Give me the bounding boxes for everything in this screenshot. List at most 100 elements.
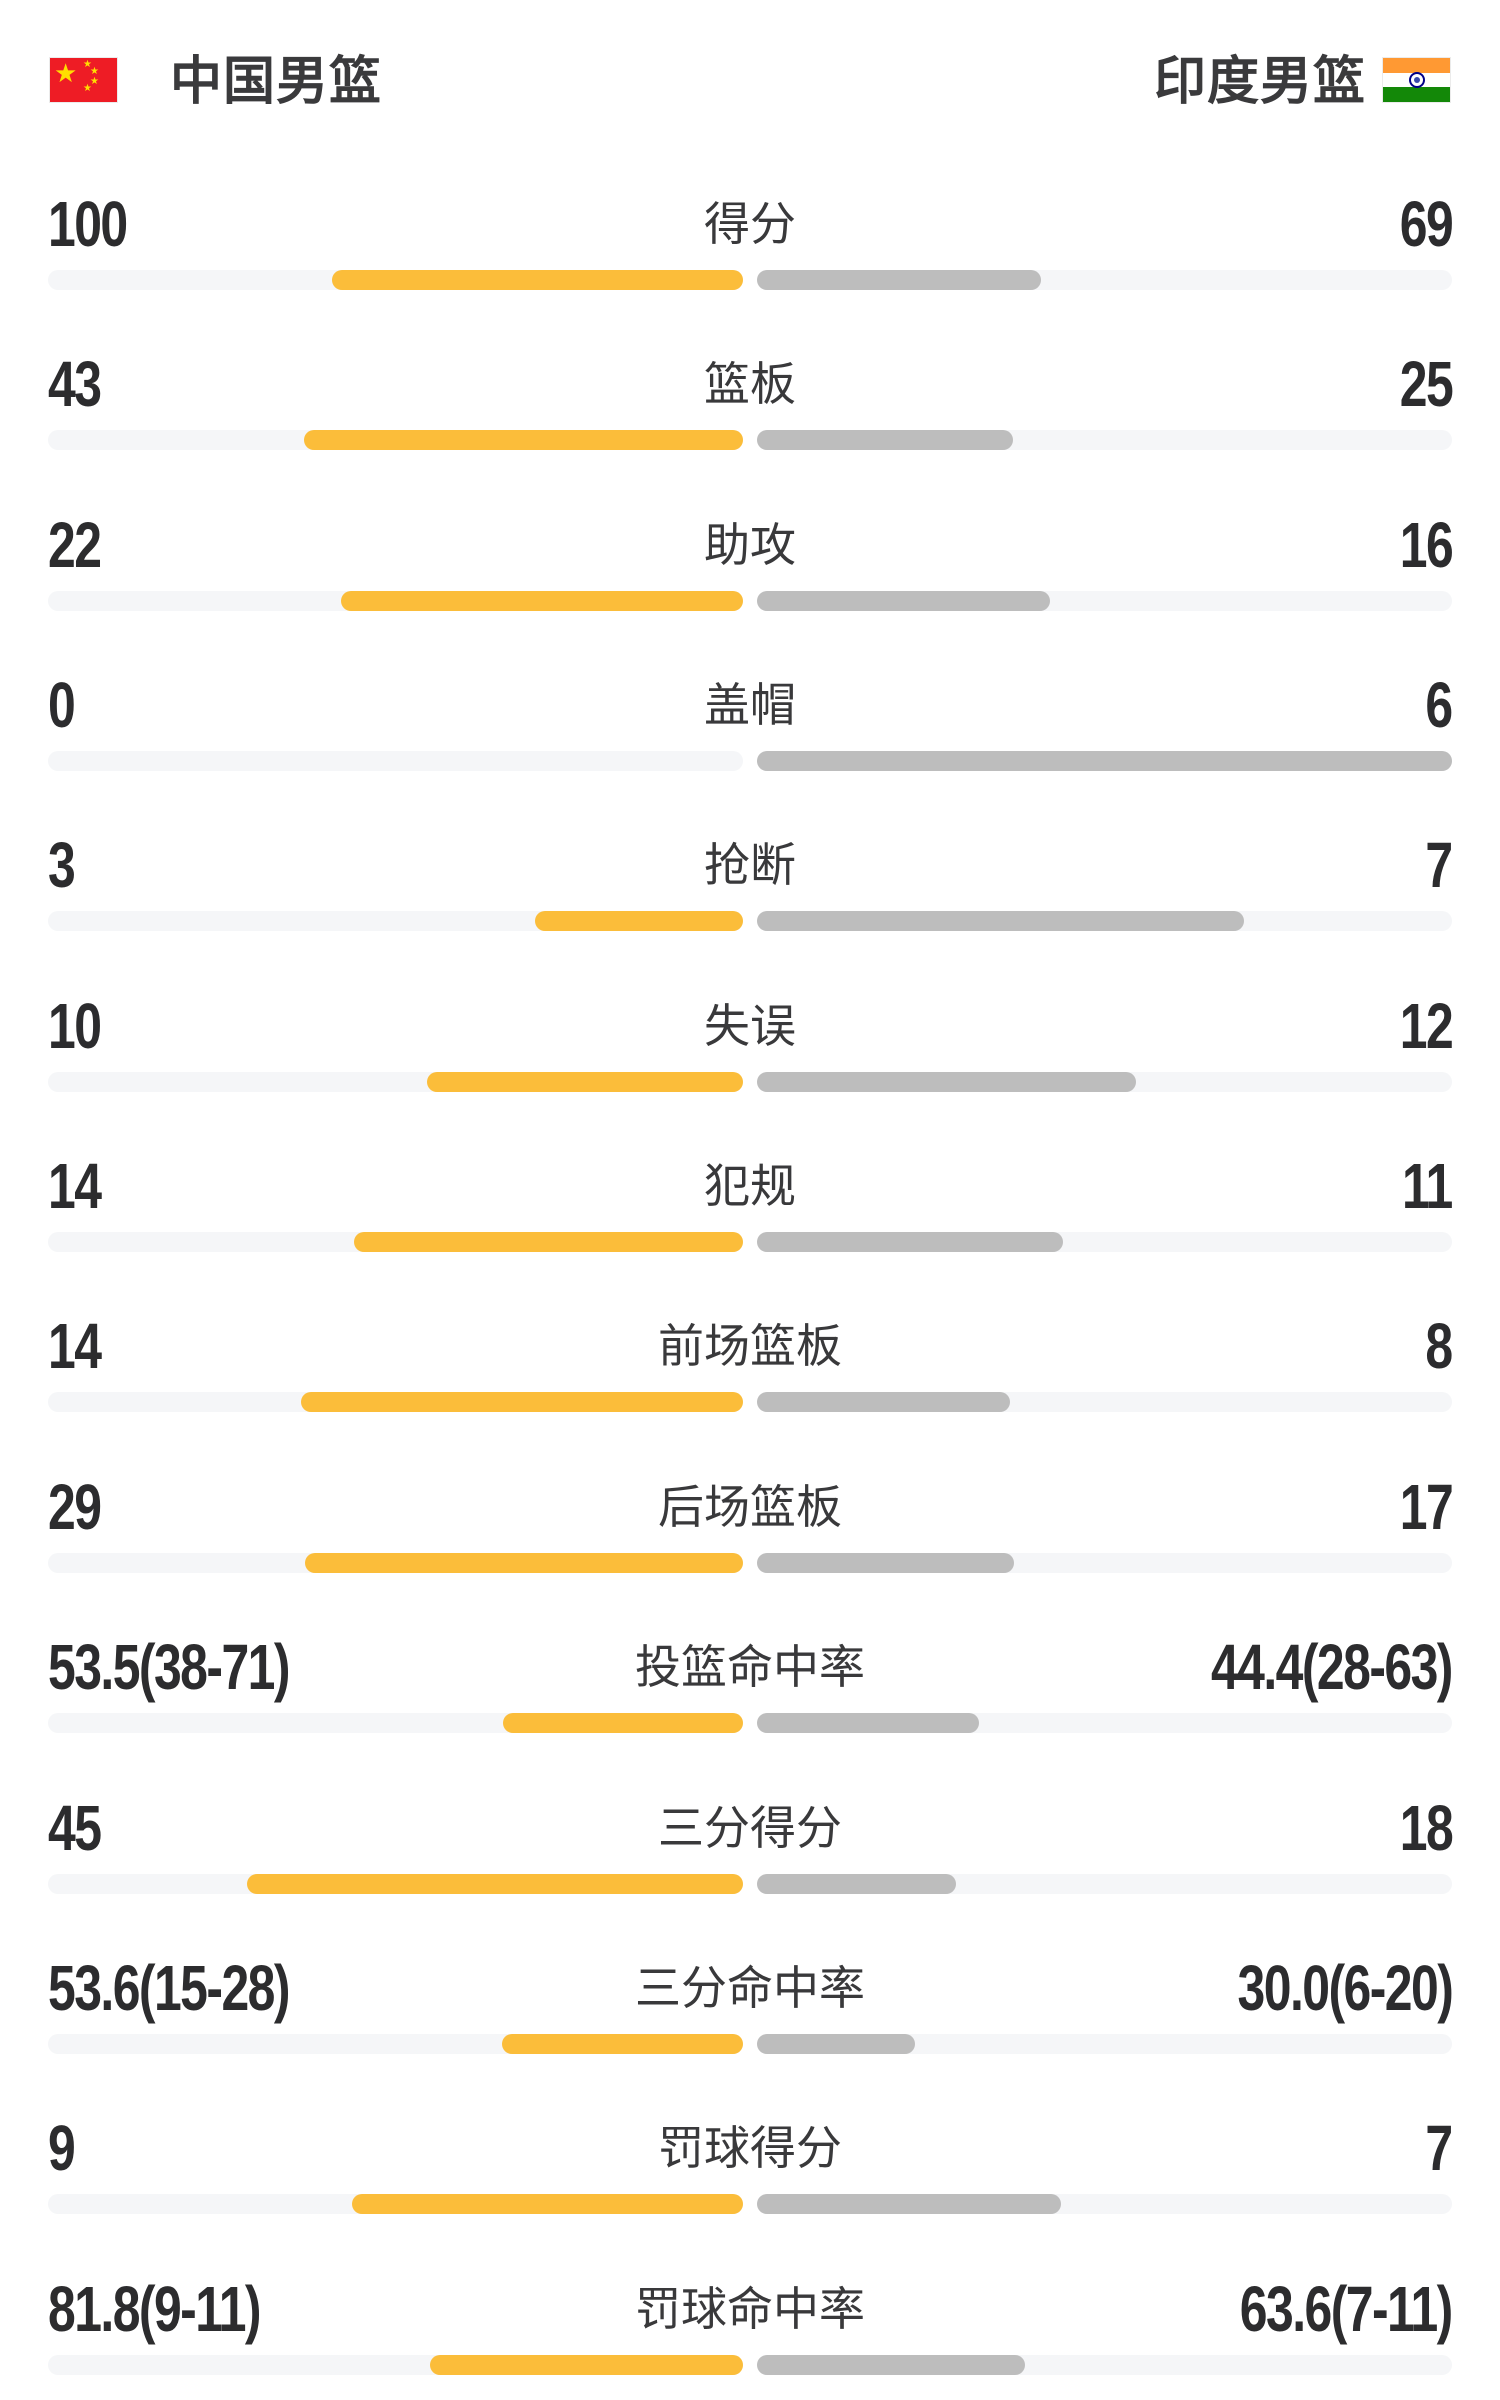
stat-row: 43 篮板 25 (0, 334, 1500, 470)
stat-right-value: 44.4(28-63) (1211, 1631, 1453, 1704)
stat-label: 得分 (704, 198, 796, 250)
stat-left-track (48, 751, 743, 772)
green-stripe (1383, 87, 1450, 102)
stat-left-value: 53.5(38-71) (48, 1631, 290, 1704)
saffron-stripe (1383, 58, 1450, 73)
stat-left-bar (534, 911, 743, 932)
stat-row: 100 得分 69 (0, 174, 1500, 310)
stat-left-value: 14 (48, 1310, 102, 1383)
stat-bars (0, 2354, 1500, 2375)
stat-left-bar (426, 1071, 743, 1092)
stat-right-bar (757, 1873, 956, 1894)
stat-left-bar (430, 2354, 743, 2375)
stat-left-track (48, 270, 743, 290)
stat-label: 罚球得分 (658, 2122, 842, 2175)
stat-bars (0, 2194, 1500, 2215)
stat-left-bar (340, 590, 743, 611)
stat-bars (0, 1392, 1500, 1413)
stat-bars (0, 1552, 1500, 1573)
stat-label: 篮板 (704, 358, 796, 411)
stat-row: 45 三分得分 18 (0, 1778, 1500, 1914)
stat-row: 14 犯规 11 (0, 1136, 1500, 1272)
stat-left-track (48, 430, 743, 451)
stat-label: 前场篮板 (658, 1320, 842, 1373)
stat-left-bar (331, 270, 743, 290)
stat-left-track (48, 590, 743, 611)
star-icon: ★ (90, 76, 99, 87)
stat-right-value: 18 (1399, 1791, 1454, 1864)
stat-left-value: 22 (48, 508, 102, 581)
stat-right-track (757, 2354, 1452, 2375)
stat-row: 22 助攻 16 (0, 495, 1500, 631)
stat-right-track (757, 1552, 1452, 1573)
stat-right-track (757, 430, 1452, 451)
stat-bars (0, 590, 1500, 611)
stat-left-bar (246, 1873, 743, 1894)
stat-right-track (757, 911, 1452, 932)
stat-label: 罚球命中率 (635, 2282, 865, 2335)
stat-right-track (757, 1071, 1452, 1092)
stat-row: 9 罚球得分 7 (0, 2098, 1500, 2234)
stat-right-value: 7 (1425, 2112, 1454, 2185)
stat-label: 三分得分 (658, 1801, 842, 1854)
stat-row: 0 盖帽 6 (0, 655, 1500, 791)
stat-left-value: 10 (48, 989, 102, 1062)
stat-right-value: 63.6(7-11) (1240, 2272, 1454, 2345)
stat-label: 助攻 (704, 518, 796, 571)
stat-right-value: 17 (1399, 1470, 1454, 1543)
header: ★ ★ ★ ★ ★ 中国男篮 印度男篮 (0, 0, 1500, 130)
stat-label: 三分命中率 (635, 1961, 865, 2014)
stat-left-value: 43 (48, 348, 102, 421)
stat-left-bar (305, 1552, 743, 1573)
stat-right-track (757, 2194, 1452, 2215)
right-team-name: 印度男篮 (1153, 53, 1366, 111)
stat-bars (0, 911, 1500, 932)
stat-row: 29 后场篮板 17 (0, 1457, 1500, 1593)
stat-left-track (48, 2194, 743, 2215)
stat-bars (0, 2033, 1500, 2054)
stat-left-bar (501, 2033, 743, 2054)
stat-left-track (48, 911, 743, 932)
stat-left-track (48, 1392, 743, 1413)
star-icon: ★ (90, 66, 99, 77)
stat-left-track (48, 1713, 743, 1734)
stat-label: 犯规 (704, 1160, 796, 1213)
stat-bars (0, 1873, 1500, 1894)
stat-right-track (757, 2033, 1452, 2054)
stat-right-value: 16 (1399, 508, 1454, 581)
stat-row: 81.8(9-11) 罚球命中率 63.6(7-11) (0, 2259, 1500, 2395)
stat-right-track (757, 1873, 1452, 1894)
stat-left-bar (300, 1392, 743, 1413)
stat-bars (0, 430, 1500, 451)
stat-left-track (48, 1873, 743, 1894)
stat-right-value: 69 (1399, 188, 1454, 260)
stat-left-track (48, 1552, 743, 1573)
stat-label: 失误 (704, 999, 796, 1052)
stat-right-track (757, 270, 1452, 290)
stat-right-value: 30.0(6-20) (1237, 1951, 1453, 2024)
stat-left-bar (503, 1713, 743, 1734)
india-flag-icon (1383, 58, 1450, 102)
stat-left-value: 53.6(15-28) (48, 1951, 290, 2024)
stat-left-track (48, 2354, 743, 2375)
stat-right-bar (757, 1232, 1063, 1253)
stat-left-value: 0 (48, 669, 76, 742)
stat-right-bar (757, 590, 1050, 611)
stat-left-track (48, 2033, 743, 2054)
stat-right-track (757, 1392, 1452, 1413)
stat-left-value: 29 (48, 1470, 102, 1543)
left-team-name: 中国男篮 (170, 53, 383, 111)
stat-left-value: 3 (48, 829, 76, 902)
stat-left-track (48, 1232, 743, 1253)
stat-left-value: 100 (48, 188, 128, 260)
stat-right-bar (757, 1552, 1015, 1573)
stat-right-track (757, 751, 1452, 772)
stat-left-value: 45 (48, 1791, 102, 1864)
stat-label: 盖帽 (704, 679, 796, 732)
stat-right-track (757, 1232, 1452, 1253)
stat-right-bar (757, 1713, 980, 1734)
chakra-icon (1408, 72, 1425, 88)
stat-row: 53.5(38-71) 投篮命中率 44.4(28-63) (0, 1617, 1500, 1753)
stat-right-track (757, 1713, 1452, 1734)
